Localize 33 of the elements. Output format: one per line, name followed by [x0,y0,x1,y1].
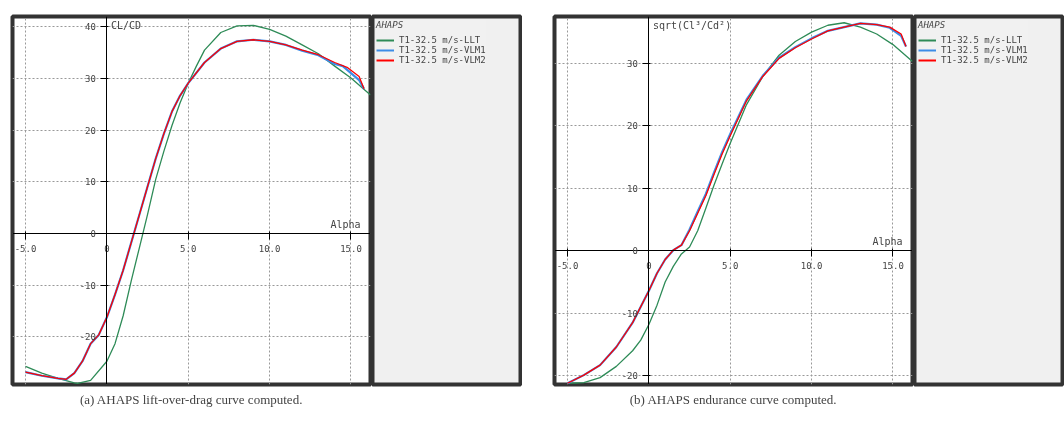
legend-title: AHAPS [376,20,405,30]
x-axis-title: Alpha [330,218,361,230]
legend-label: T1-32.5 m/s-VLM2 [941,55,1028,65]
y-tick-label: -20 [79,332,96,343]
y-axis-title: sqrt(Cl³/Cd²) [652,19,732,31]
legend-label: T1-32.5 m/s-VLM1 [399,45,486,55]
x-tick-label: 10.0 [258,243,281,254]
y-tick-label: 10 [627,183,638,194]
y-tick-label: -20 [621,371,638,382]
legend-label: T1-32.5 m/s-LLT [399,35,481,45]
legend-label: T1-32.5 m/s-LLT [941,35,1023,45]
x-tick-label: -5.0 [14,243,37,254]
y-tick-label: 0 [90,229,96,240]
y-tick-label: -10 [79,280,96,291]
legend-label: T1-32.5 m/s-VLM2 [399,55,486,65]
y-tick-label: 40 [85,22,96,33]
legend-label: T1-32.5 m/s-VLM1 [941,45,1028,55]
x-tick-label: 5.0 [180,243,197,254]
y-tick-label: 30 [85,74,96,85]
x-tick-label: 10.0 [800,260,823,271]
y-tick-label: 20 [627,121,638,132]
y-axis-title: CL/CD [110,19,141,31]
y-tick-label: 20 [85,125,96,136]
x-axis-title: Alpha [872,235,903,247]
x-tick-label: 15.0 [882,260,904,271]
legend-title: AHAPS [918,20,947,30]
x-tick-label: -5.0 [556,260,579,271]
y-tick-label: 10 [85,177,96,188]
text: (b) AHAPS endurance curve computed. [629,391,837,407]
y-tick-label: 30 [627,58,638,69]
x-tick-label: 15.0 [340,243,362,254]
text: (a) AHAPS lift-over-drag curve computed. [79,391,303,407]
x-tick-label: 5.0 [722,260,739,271]
